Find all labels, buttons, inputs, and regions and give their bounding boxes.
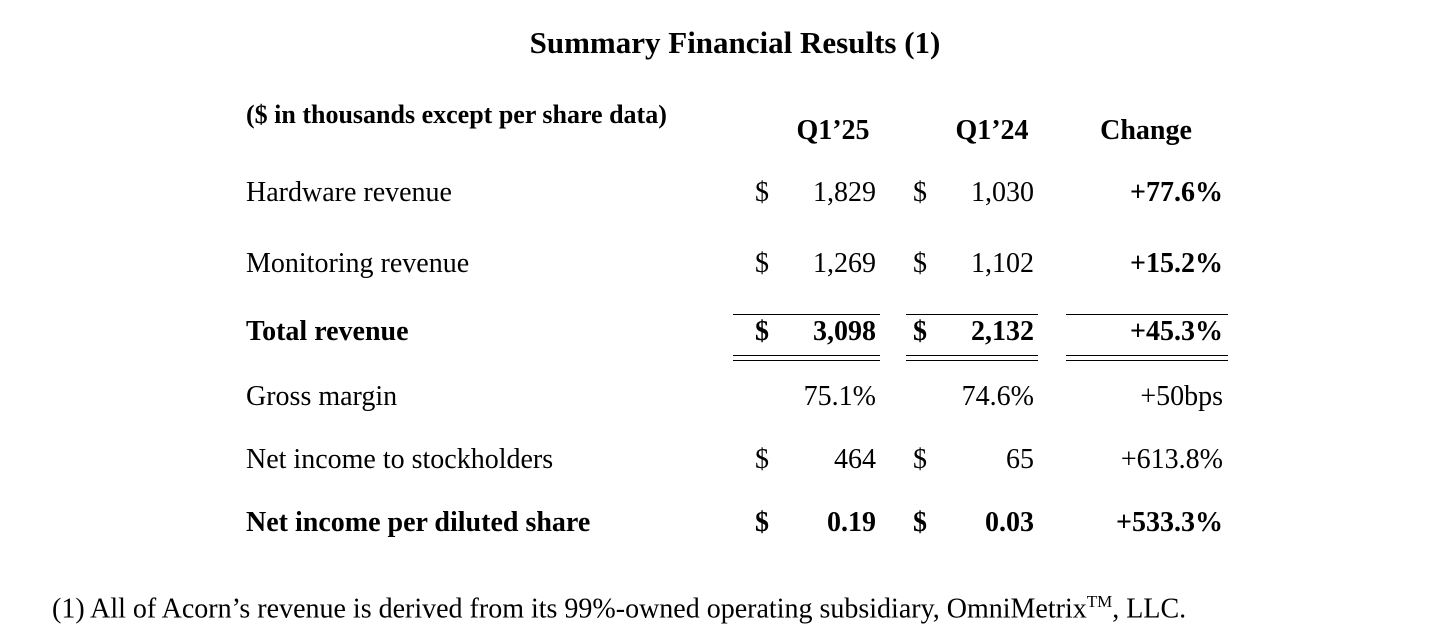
currency: $ <box>755 444 769 475</box>
cell-value: 75.1% <box>803 381 876 412</box>
cell-value: +45.3% <box>1130 316 1223 347</box>
cell-value: 65 <box>1006 444 1034 475</box>
cell-value: 0.19 <box>827 507 876 538</box>
rule-double-1 <box>733 355 880 356</box>
cell-value: +15.2% <box>1130 248 1223 279</box>
cell-value: 3,098 <box>813 316 876 347</box>
header-q125: Q1’25 <box>796 115 870 146</box>
currency: $ <box>755 248 769 279</box>
cell-value: 74.6% <box>961 381 1034 412</box>
currency: $ <box>913 316 927 347</box>
footnote-tail: , LLC. <box>1112 593 1187 625</box>
cell-value: +613.8% <box>1120 444 1223 475</box>
currency: $ <box>913 248 927 279</box>
row-label: Hardware revenue <box>246 177 452 208</box>
rule-double-2 <box>733 360 880 361</box>
row-label: Net income to stockholders <box>246 444 554 475</box>
rule-double-1 <box>1066 355 1228 356</box>
cell-value: +77.6% <box>1130 177 1223 208</box>
footnote-text: (1) All of Acorn’s revenue is derived fr… <box>52 593 1087 625</box>
currency: $ <box>755 316 769 347</box>
cell-value: 464 <box>834 444 876 475</box>
footnote-mark: TM <box>1086 592 1113 611</box>
cell-value: 2,132 <box>971 316 1034 347</box>
header-q124: Q1’24 <box>955 115 1029 146</box>
cell-value: 1,102 <box>971 248 1034 279</box>
cell-value: +533.3% <box>1116 507 1223 538</box>
rule-double-2 <box>1066 360 1228 361</box>
cell-value: 1,829 <box>813 177 876 208</box>
cell-value: 1,030 <box>971 177 1034 208</box>
currency: $ <box>913 444 927 475</box>
title: Summary Financial Results (1) <box>529 25 941 60</box>
rule-above <box>906 314 1038 315</box>
cell-value: +50bps <box>1140 381 1223 412</box>
row-label: Monitoring revenue <box>246 248 470 279</box>
currency: $ <box>913 507 927 538</box>
rule-double-2 <box>906 360 1038 361</box>
cell-value: 0.03 <box>985 507 1034 538</box>
cell-value: 1,269 <box>813 248 876 279</box>
header-change: Change <box>1100 115 1192 146</box>
rule-above <box>1066 314 1228 315</box>
currency: $ <box>755 507 769 538</box>
currency: $ <box>755 177 769 208</box>
currency: $ <box>913 177 927 208</box>
row-label: Net income per diluted share <box>246 507 591 538</box>
row-label: Gross margin <box>246 381 398 412</box>
row-label: Total revenue <box>246 316 409 347</box>
header-label: ($ in thousands except per share data) <box>246 100 667 129</box>
footnote: (1) All of Acorn’s revenue is derived fr… <box>52 587 1186 624</box>
rule-above <box>733 314 880 315</box>
rule-double-1 <box>906 355 1038 356</box>
